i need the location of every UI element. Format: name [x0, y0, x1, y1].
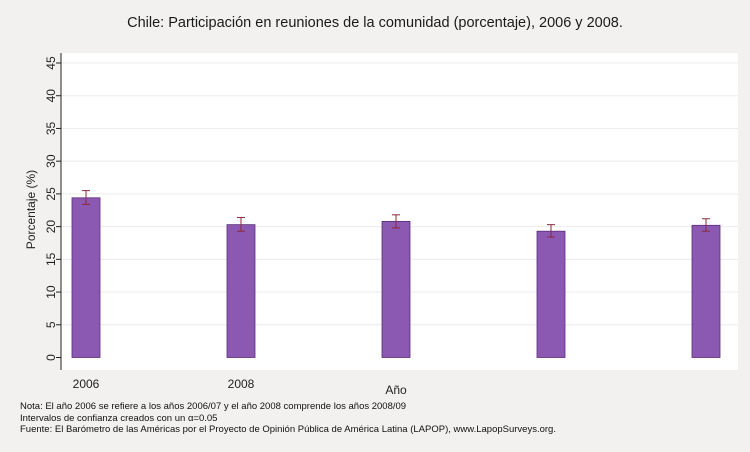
bar: [226, 224, 256, 358]
y-tick-label: 20: [44, 220, 58, 234]
x-tick-label: 2006: [73, 377, 100, 391]
y-tick-label: 30: [44, 154, 58, 168]
note-line-3: Fuente: El Barómetro de las Américas por…: [20, 424, 556, 436]
y-tick-label: 5: [44, 321, 58, 328]
y-tick-label: 15: [44, 252, 58, 266]
chart-title: Chile: Participación en reuniones de la …: [127, 15, 623, 31]
y-tick-label: 10: [44, 285, 58, 299]
note-line-2: Intervalos de confianza creados con un α…: [20, 412, 218, 424]
bar: [381, 220, 411, 358]
x-axis-label: Año: [385, 383, 407, 397]
y-tick-label: 0: [44, 354, 58, 361]
y-tick-label: 45: [44, 56, 58, 70]
y-tick-label: 35: [44, 121, 58, 135]
bar: [691, 224, 721, 358]
plot-svg: 0 5 10 15 20 25 30 35 40 45 Porcentaje (%) 2006 2008…: [24, 53, 738, 397]
chart-notes: Nota: El año 2006 se refiere a los años …: [20, 401, 556, 436]
y-axis-label: Porcentaje (%): [24, 170, 38, 249]
bar: [536, 230, 566, 358]
note-line-1: Nota: El año 2006 se refiere a los años …: [20, 401, 407, 412]
y-tick-label: 40: [44, 89, 58, 103]
y-tick-label: 25: [44, 187, 58, 201]
x-tick-label: 2008: [228, 377, 255, 391]
bar: [71, 197, 101, 358]
